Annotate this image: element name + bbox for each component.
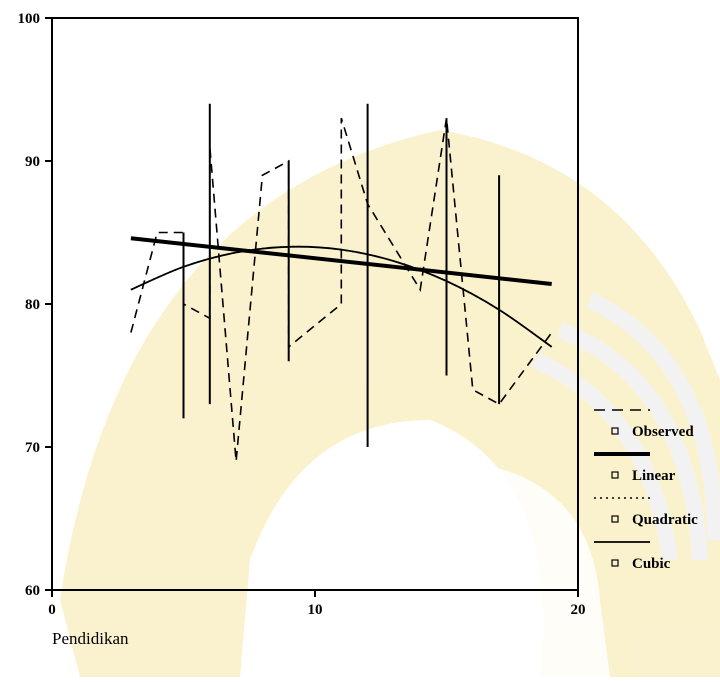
x-axis-label: Pendidikan [52,629,129,648]
y-tick-label: 60 [25,583,40,599]
legend-observed-label: Observed [632,424,694,440]
x-tick-label: 20 [571,602,586,618]
y-tick-label: 70 [25,440,40,456]
legend-quadratic-marker [611,515,619,523]
watermark-arch [60,130,720,677]
legend-linear-label: Linear [632,468,676,484]
y-tick-label: 90 [25,154,40,170]
y-tick-label: 100 [18,11,41,27]
legend-linear-marker [611,471,619,479]
axes: 60 70 80 90 100 0 10 20 Pendidikan [18,11,586,648]
legend-cubic-marker [611,559,619,567]
legend-cubic-label: Cubic [632,556,671,572]
legend: Observed Linear Quadratic Cubic [594,409,698,572]
university-watermark [60,130,720,677]
legend-observed-marker [611,427,619,435]
watermark-stripes [531,292,720,562]
x-tick-label: 10 [308,602,323,618]
series-cubic-line [130,245,553,348]
y-tick-label: 80 [25,297,40,313]
plot-area [130,103,553,462]
series-linear-line [130,236,552,286]
watermark-inner-arch [329,460,610,677]
x-tick-label: 0 [48,602,56,618]
legend-quadratic-label: Quadratic [632,512,698,528]
